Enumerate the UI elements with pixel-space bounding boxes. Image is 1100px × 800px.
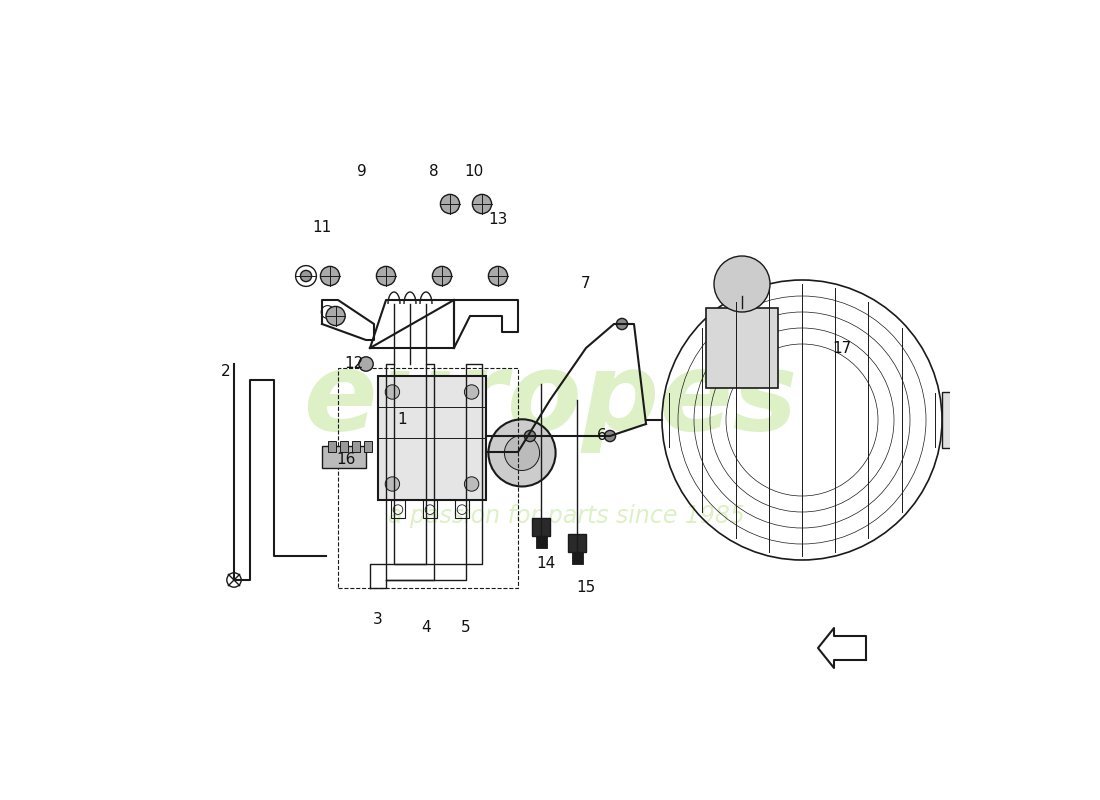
Text: 9: 9 [358,165,367,179]
Bar [942,392,986,448]
Circle shape [464,385,478,399]
Bar [706,308,778,388]
Circle shape [432,266,452,286]
Bar [422,500,437,518]
Polygon shape [818,628,866,668]
Bar [536,536,547,548]
Circle shape [376,266,396,286]
Bar [352,441,361,452]
Text: 8: 8 [429,165,439,179]
Circle shape [385,477,399,491]
Circle shape [440,194,460,214]
Bar [364,441,373,452]
Text: europes: europes [302,347,798,453]
Text: 15: 15 [576,581,595,595]
Circle shape [300,270,311,282]
Bar [532,518,550,536]
Text: 3: 3 [373,613,383,627]
Text: 11: 11 [312,221,331,235]
Circle shape [464,477,478,491]
Bar [572,552,583,564]
Text: 14: 14 [537,557,556,571]
Circle shape [616,318,628,330]
Bar [340,441,349,452]
Text: 17: 17 [833,341,851,355]
Text: 12: 12 [344,357,364,371]
Text: 5: 5 [461,621,471,635]
Text: 6: 6 [597,429,607,443]
Bar [338,368,518,588]
Text: 13: 13 [488,213,508,227]
Bar [322,446,366,468]
Text: 2: 2 [221,365,231,379]
Text: 10: 10 [464,165,484,179]
Circle shape [472,194,492,214]
Circle shape [714,256,770,312]
Text: 7: 7 [581,277,591,291]
Bar [569,534,586,552]
Circle shape [385,385,399,399]
Text: 4: 4 [421,621,431,635]
Circle shape [604,430,616,442]
Circle shape [227,573,241,587]
Circle shape [320,266,340,286]
Circle shape [326,306,345,326]
Circle shape [525,430,536,442]
Text: 1: 1 [397,413,407,427]
Bar [329,441,337,452]
Bar [378,376,486,500]
Circle shape [505,435,540,470]
Text: a passion for parts since 1985: a passion for parts since 1985 [387,504,745,528]
Text: 16: 16 [337,453,355,467]
Circle shape [359,357,373,371]
Bar [454,500,470,518]
Circle shape [488,419,556,486]
Bar [390,500,405,518]
Circle shape [488,266,507,286]
